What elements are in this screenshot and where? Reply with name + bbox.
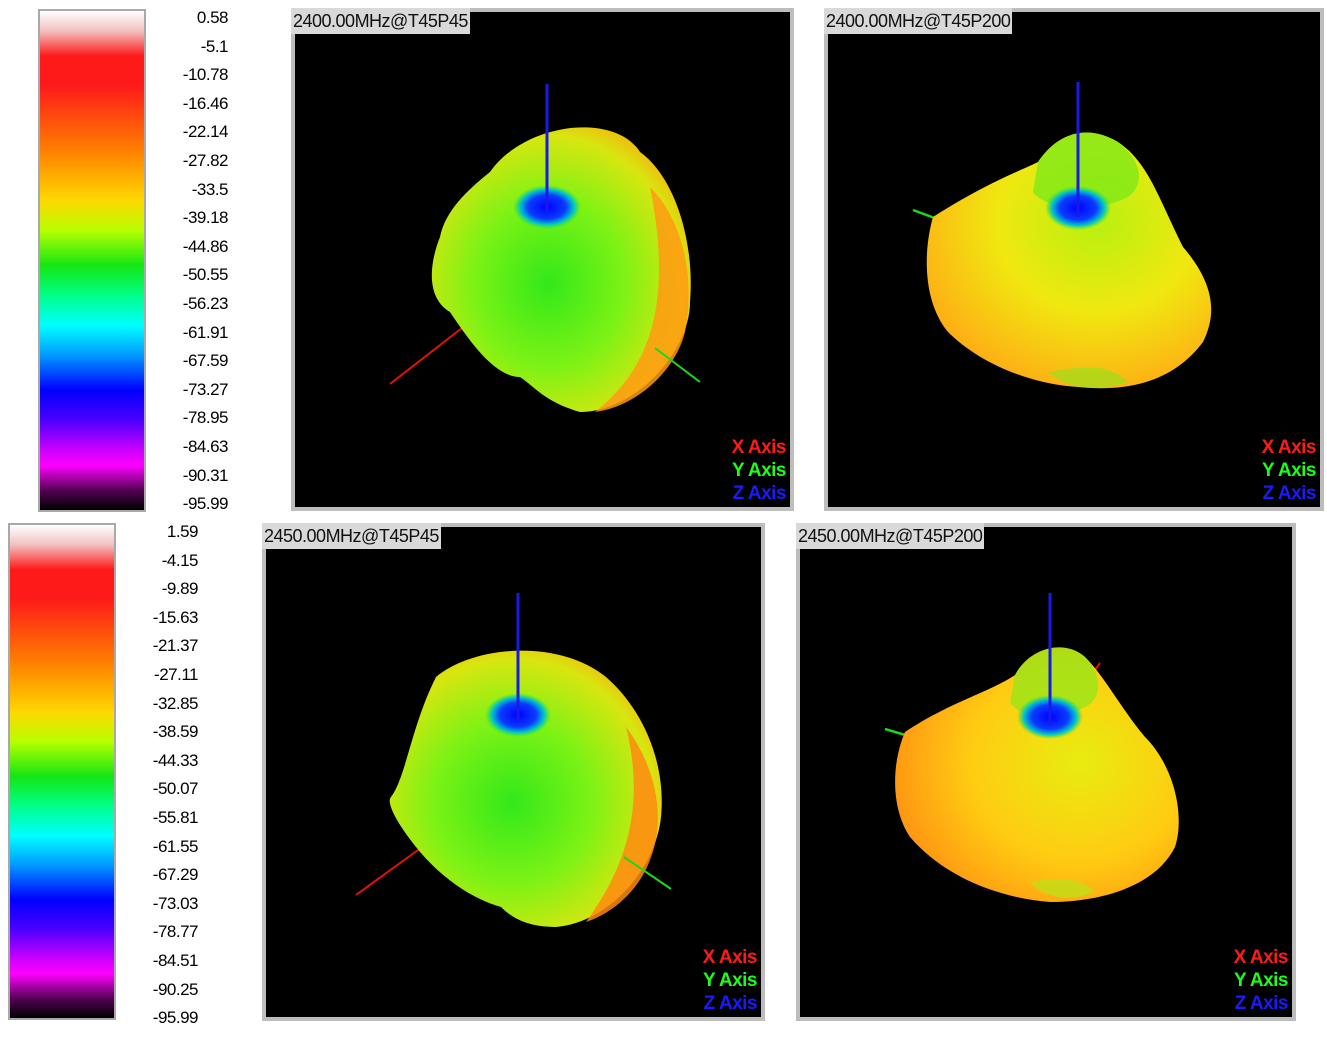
pattern-surface	[926, 132, 1212, 389]
view-title: 2400.00MHz@T45P200	[824, 8, 1013, 34]
view-title: 2450.00MHz@T45P45	[262, 523, 441, 549]
tick-label: -10.78	[182, 65, 229, 85]
pattern-surface	[895, 647, 1179, 902]
radiation-pattern-3d[interactable]	[828, 12, 1320, 507]
tick-label: -73.27	[182, 379, 229, 399]
tick-label: -38.59	[152, 722, 199, 742]
view-title: 2400.00MHz@T45P45	[291, 8, 470, 34]
tick-label: -78.95	[182, 408, 229, 428]
tick-label: -61.55	[152, 836, 199, 856]
y-axis-label: Y Axis	[731, 460, 787, 481]
top-colorbar-ticks: 0.58 -5.1 -10.78 -16.46 -22.14 -27.82 -3…	[148, 8, 229, 518]
viewport-2400-p45[interactable]: 2400.00MHz@T45P45 X Axis Y Axis Z Axis	[291, 8, 794, 511]
bottom-colorbar-ticks: 1.59 -4.15 -9.89 -15.63 -21.37 -27.11 -3…	[118, 522, 199, 1042]
radiation-pattern-3d[interactable]	[800, 527, 1292, 1017]
tick-label: -5.1	[200, 36, 229, 56]
x-axis-label: X Axis	[731, 437, 787, 458]
y-axis-label: Y Axis	[702, 970, 758, 991]
tick-label: -22.14	[182, 122, 229, 142]
z-axis-label: Z Axis	[1234, 993, 1289, 1014]
tick-label: -95.99	[152, 1008, 199, 1028]
tick-label: -84.63	[182, 437, 229, 456]
pattern-surface	[431, 127, 691, 412]
tick-label: -61.91	[182, 322, 229, 342]
tick-label: -67.59	[182, 351, 229, 371]
tick-label: -55.81	[152, 808, 199, 827]
tick-label: -73.03	[152, 893, 199, 913]
tick-label: 1.59	[166, 522, 199, 541]
pattern-surface	[389, 650, 662, 927]
tick-label: -67.29	[152, 865, 199, 885]
tick-label: -4.15	[161, 550, 199, 570]
axis-legend: X Axis Y Axis Z Axis	[702, 946, 758, 1015]
tick-label: 0.58	[196, 8, 229, 27]
tick-label: -27.11	[154, 665, 198, 684]
viewport-2400-p200[interactable]: 2400.00MHz@T45P200 X Axis Y Axis Z Axis	[824, 8, 1324, 511]
x-axis-label: X Axis	[702, 947, 758, 968]
tick-label: -56.23	[182, 294, 229, 313]
y-axis-label: Y Axis	[1233, 970, 1289, 991]
tick-label: -90.25	[152, 979, 199, 999]
top-colorbar	[38, 9, 146, 512]
axis-legend: X Axis Y Axis Z Axis	[1233, 946, 1289, 1015]
y-axis-label: Y Axis	[1261, 460, 1317, 481]
z-axis-label: Z Axis	[732, 483, 787, 504]
tick-label: -33.5	[191, 179, 229, 199]
tick-label: -84.51	[152, 951, 199, 970]
tick-label: -50.07	[152, 779, 199, 799]
x-axis-label: X Axis	[1261, 437, 1317, 458]
radiation-pattern-3d[interactable]	[295, 12, 790, 507]
tick-label: -21.37	[152, 636, 199, 656]
tick-label: -9.89	[161, 579, 199, 599]
tick-label: -15.63	[152, 607, 199, 627]
tick-label: -44.86	[182, 236, 229, 256]
tick-label: -16.46	[182, 93, 229, 113]
tick-label: -95.99	[182, 494, 229, 514]
bottom-colorbar	[8, 523, 116, 1020]
x-axis-label: X Axis	[1233, 947, 1289, 968]
tick-label: -39.18	[182, 208, 229, 228]
tick-label: -90.31	[182, 465, 229, 485]
viewport-2450-p45[interactable]: 2450.00MHz@T45P45 X Axis Y Axis Z Axis	[262, 523, 765, 1021]
axis-legend: X Axis Y Axis Z Axis	[1261, 436, 1317, 505]
z-axis-label: Z Axis	[703, 993, 758, 1014]
viewport-2450-p200[interactable]: 2450.00MHz@T45P200 X Axis Y Axis Z Axis	[796, 523, 1296, 1021]
tick-label: -32.85	[152, 693, 199, 713]
tick-label: -50.55	[182, 265, 229, 285]
radiation-pattern-3d[interactable]	[266, 527, 761, 1017]
axis-legend: X Axis Y Axis Z Axis	[731, 436, 787, 505]
tick-label: -44.33	[152, 750, 199, 770]
z-axis-label: Z Axis	[1262, 483, 1317, 504]
tick-label: -78.77	[152, 922, 199, 942]
y-axis-line	[623, 856, 672, 890]
view-title: 2450.00MHz@T45P200	[796, 523, 985, 549]
y-axis-line	[654, 347, 701, 383]
tick-label: -27.82	[182, 151, 229, 170]
